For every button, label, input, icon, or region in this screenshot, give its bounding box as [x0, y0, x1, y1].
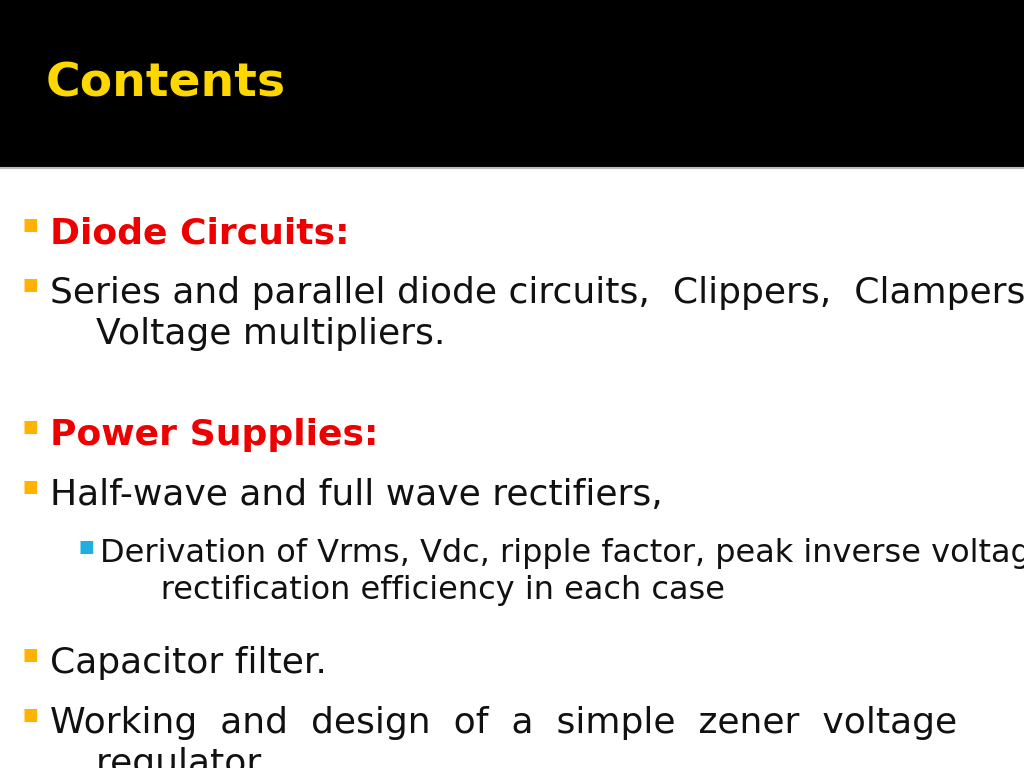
Bar	[0, 0, 1024, 168]
Text: ■: ■	[22, 706, 38, 724]
Text: Diode Circuits:: Diode Circuits:	[50, 216, 349, 250]
Text: ■: ■	[22, 646, 38, 664]
Text: Working  and  design  of  a  simple  zener  voltage
    regulator.: Working and design of a simple zener vol…	[50, 706, 957, 768]
Text: ■: ■	[22, 418, 38, 436]
Text: Series and parallel diode circuits,  Clippers,  Clampers,
    Voltage multiplier: Series and parallel diode circuits, Clip…	[50, 276, 1024, 351]
Text: ■: ■	[78, 538, 94, 556]
Text: ■: ■	[22, 478, 38, 496]
Text: Capacitor filter.: Capacitor filter.	[50, 646, 327, 680]
Text: ■: ■	[22, 276, 38, 294]
Text: Derivation of Vrms, Vdc, ripple factor, peak inverse voltage,
      rectificatio: Derivation of Vrms, Vdc, ripple factor, …	[100, 538, 1024, 606]
Text: Contents: Contents	[46, 61, 286, 107]
Text: Half-wave and full wave rectifiers,: Half-wave and full wave rectifiers,	[50, 478, 663, 512]
Text: ■: ■	[22, 216, 38, 234]
Text: Power Supplies:: Power Supplies:	[50, 418, 379, 452]
